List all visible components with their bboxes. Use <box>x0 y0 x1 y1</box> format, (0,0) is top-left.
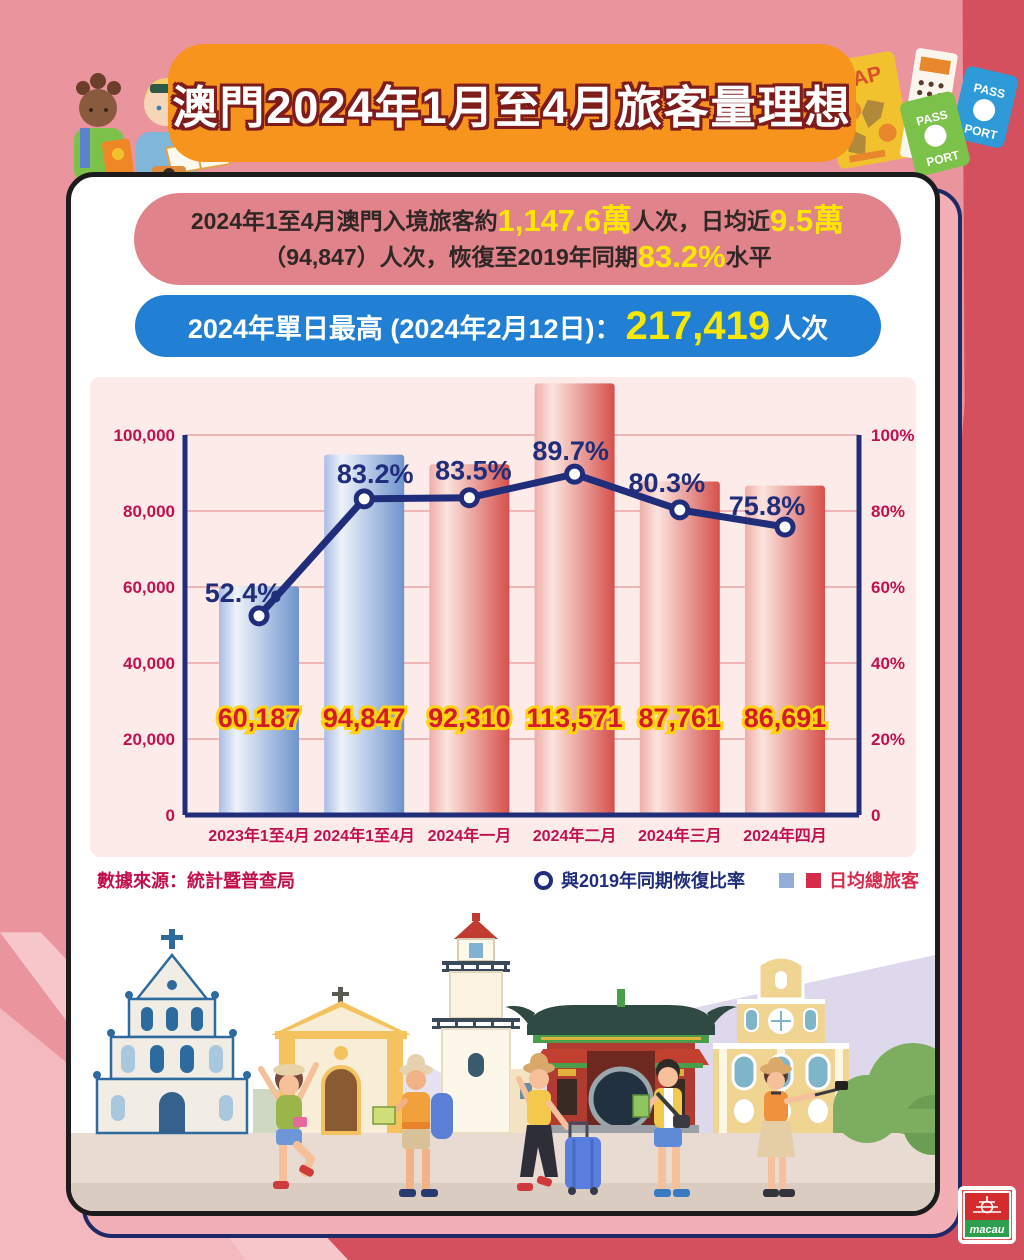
legend-line-marker-icon <box>533 870 553 890</box>
summary-highlight-recovery: 83.2% <box>637 239 726 274</box>
summary-line-1: 2024年1至4月澳門入境旅客約1,147.6萬人次，日均近9.5萬 <box>191 204 844 238</box>
macau-logo-text: macau <box>970 1224 1005 1236</box>
page-title: 澳門2024年1月至4月旅客量理想 <box>172 81 852 133</box>
tourist-jumping-girl-illustration <box>258 1062 319 1189</box>
record-pill: 2024年單日最高 (2024年2月12日)： 217,419 人次 <box>135 295 881 357</box>
summary-line-2: （94,847）人次，恢復至2019年同期83.2%水平 <box>263 240 771 274</box>
record-value: 217,419 <box>625 303 771 348</box>
summary-highlight-daily: 9.5萬 <box>770 203 845 238</box>
passport-blue-top-label: PASS <box>972 80 1006 101</box>
summary-text: （94,847）人次，恢復至2019年同期 <box>263 244 638 270</box>
chart-legend: 與2019年同期恢復比率 日均總旅客 <box>533 867 919 893</box>
summary-text: 水平 <box>725 244 772 270</box>
line-marker-1 <box>353 488 375 510</box>
tourist-woman-suitcase-illustration <box>516 1053 601 1195</box>
right-axis-tick: 0 <box>871 806 880 825</box>
sidewalk <box>71 1133 935 1183</box>
title-banner: 澳門2024年1月至4月旅客量理想 <box>168 44 856 162</box>
macau-logo-icon: macau <box>962 1190 1012 1240</box>
category-label: 2024年1至4月 <box>313 826 414 845</box>
macau-tourism-logo: macau <box>958 1186 1016 1244</box>
bar-value-label: 113,571 <box>527 703 623 733</box>
category-label: 2024年四月 <box>743 826 827 845</box>
left-axis-tick: 60,000 <box>123 578 175 597</box>
category-label: 2024年二月 <box>533 826 617 845</box>
right-axis-tick: 20% <box>871 730 905 749</box>
bar-value-label: 94,847 <box>323 703 406 733</box>
record-suffix: 人次 <box>774 313 829 344</box>
st-pauls-ruins-illustration <box>93 929 251 1135</box>
summary-text: 2024年1至4月澳門入境旅客約 <box>190 208 498 234</box>
left-axis-tick: 40,000 <box>123 654 175 673</box>
tourist-selfie-woman-illustration <box>757 1057 848 1197</box>
legend-bar-label: 日均總旅客 <box>829 871 919 891</box>
left-axis-tick: 0 <box>166 806 175 825</box>
recovery-rate-label: 89.7% <box>532 436 609 466</box>
left-axis-tick: 100,000 <box>114 426 175 445</box>
right-axis-tick: 60% <box>871 578 905 597</box>
legend-red-square-icon <box>806 872 821 888</box>
category-label: 2023年1至4月 <box>208 826 309 845</box>
recovery-rate-label: 52.4% <box>205 578 282 608</box>
line-marker-5 <box>774 516 796 538</box>
bar-2024年三月 <box>639 481 720 815</box>
visitors-combo-chart: 60,187 94,847 92,310 113,571 87,761 86,691 52.… <box>114 383 914 845</box>
left-axis-tick: 80,000 <box>123 502 175 521</box>
bar-value-label: 87,761 <box>639 703 722 733</box>
street-illustration <box>71 903 935 1211</box>
line-marker-3 <box>564 463 586 485</box>
category-label: 2024年一月 <box>428 826 512 845</box>
recovery-rate-label: 83.5% <box>435 456 512 486</box>
right-axis-tick: 100% <box>871 426 914 445</box>
road <box>71 1183 935 1211</box>
bar-2024年二月 <box>534 383 615 815</box>
recovery-rate-label: 80.3% <box>629 468 706 498</box>
left-axis-tick: 20,000 <box>123 730 175 749</box>
bar-2023年1至4月 <box>219 586 299 815</box>
summary-highlight-total: 1,147.6萬 <box>497 203 633 238</box>
line-marker-0 <box>248 605 270 627</box>
recovery-rate-line <box>256 470 786 619</box>
infographic-card: 2024年1至4月澳門入境旅客約1,147.6萬人次，日均近9.5萬 （94,8… <box>66 172 940 1216</box>
record-prefix: 2024年單日最高 (2024年2月12日)： <box>187 313 622 344</box>
guia-lighthouse-illustration <box>432 913 544 1134</box>
tourist-backpacker-man-illustration <box>372 1054 453 1197</box>
data-source-label: 數據來源：統計暨普查局 <box>97 871 295 891</box>
chart-panel: 60,187 94,847 92,310 113,571 87,761 86,691 52.… <box>90 377 916 857</box>
recovery-rate-label: 83.2% <box>337 459 414 489</box>
passport-blue-illustration: PASS PORT <box>951 66 1018 148</box>
summary-text: 人次，日均近 <box>632 208 771 234</box>
bar-2024年1至4月 <box>324 454 405 815</box>
line-marker-4 <box>669 499 691 521</box>
bushes-illustration <box>833 1043 935 1155</box>
tourist-with-passport-illustration <box>74 73 135 182</box>
passport-green-illustration: PASS PORT <box>900 91 970 176</box>
chart-footer: 數據來源：統計暨普查局 與2019年同期恢復比率 日均總旅客 <box>71 867 935 893</box>
line-marker-2 <box>458 487 480 509</box>
tourist-man-with-map-illustration <box>632 1059 690 1197</box>
summary-box: 2024年1至4月澳門入境旅客約1,147.6萬人次，日均近9.5萬 （94,8… <box>134 193 901 285</box>
legend-line-label: 與2019年同期恢復比率 <box>560 871 745 891</box>
axis-frame <box>182 435 862 818</box>
right-axis-tick: 40% <box>871 654 905 673</box>
legend-blue-square-icon <box>779 872 794 888</box>
bar-value-label: 86,691 <box>744 703 827 733</box>
right-axis-tick: 80% <box>871 502 905 521</box>
bar-2024年一月 <box>429 464 510 815</box>
bar-2024年四月 <box>745 485 825 815</box>
bar-value-label: 60,187 <box>218 703 301 733</box>
recovery-rate-label: 75.8% <box>729 491 806 521</box>
category-label: 2024年三月 <box>638 826 722 845</box>
bar-value-label: 92,310 <box>428 703 511 733</box>
